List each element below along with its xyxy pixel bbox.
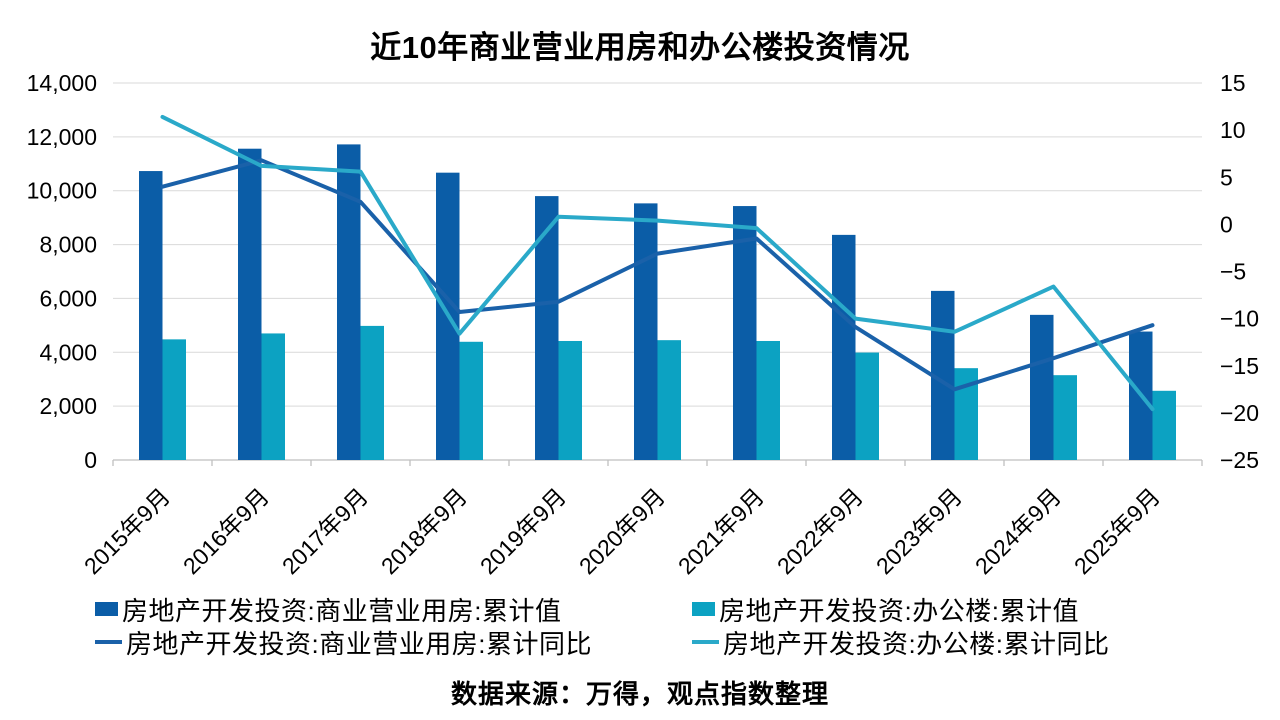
left-axis-tick-label: 2,000 <box>39 393 97 419</box>
x-axis-category-label: 2021年9月 <box>673 483 769 579</box>
right-axis-tick-label: 0 <box>1220 211 1233 237</box>
left-axis-tick-label: 6,000 <box>39 285 97 311</box>
bar-swatch-commercial <box>95 602 118 616</box>
bar-office <box>1152 390 1176 460</box>
right-axis-tick-label: 15 <box>1220 70 1246 96</box>
bar-office <box>459 341 483 460</box>
right-axis-tick-label: −15 <box>1220 353 1259 379</box>
x-axis-category-label: 2015年9月 <box>79 483 175 579</box>
bar-commercial <box>832 234 856 460</box>
x-axis-category-label: 2023年9月 <box>871 483 967 579</box>
left-axis-tick-label: 10,000 <box>27 178 97 204</box>
left-axis-tick-label: 12,000 <box>27 124 97 150</box>
x-axis-category-label: 2020年9月 <box>574 483 670 579</box>
right-axis-tick-label: −5 <box>1220 259 1246 285</box>
legend-item-office-value: 房地产开发投资:办公楼:累计值 <box>692 594 1079 626</box>
left-axis-tick-label: 14,000 <box>27 70 97 96</box>
x-axis-category-label: 2025年9月 <box>1069 483 1165 579</box>
x-axis-category-label: 2018年9月 <box>376 483 472 579</box>
bar-swatch-office <box>692 602 715 616</box>
x-axis-category-label: 2024年9月 <box>970 483 1066 579</box>
legend-label: 房地产开发投资:商业营业用房:累计值 <box>122 595 562 626</box>
bar-office <box>162 339 186 460</box>
x-axis-category-label: 2016年9月 <box>178 483 274 579</box>
bar-commercial <box>1030 314 1054 460</box>
bar-office <box>855 352 879 460</box>
left-axis-tick-label: 8,000 <box>39 232 97 258</box>
bar-commercial <box>238 148 262 460</box>
legend-label: 房地产开发投资:办公楼:累计值 <box>719 595 1079 626</box>
legend-item-office-yoy: 房地产开发投资:办公楼:累计同比 <box>692 627 1109 659</box>
bar-office <box>756 340 780 460</box>
line-commercial-yoy <box>160 158 1155 392</box>
left-axis-tick-label: 0 <box>84 447 97 473</box>
bar-commercial <box>337 144 361 460</box>
line-office-yoy <box>160 114 1155 412</box>
bar-commercial <box>535 196 559 460</box>
bar-office <box>558 340 582 460</box>
left-axis-tick-label: 4,000 <box>39 339 97 365</box>
bar-office <box>360 325 384 460</box>
plot-area: 14,000 12,000 10,000 8,000 6,000 4,000 2,000 0 1… <box>27 70 1259 579</box>
legend-item-commercial-value: 房地产开发投资:商业营业用房:累计值 <box>95 594 561 626</box>
x-axis-category-label: 2017年9月 <box>277 483 373 579</box>
bar-office <box>954 368 978 460</box>
bar-commercial <box>733 206 757 460</box>
right-axis-tick-label: −25 <box>1220 447 1259 473</box>
bar-commercial <box>139 171 163 460</box>
x-axis-category-label: 2019年9月 <box>475 483 571 579</box>
right-axis-tick-label: 5 <box>1220 164 1233 190</box>
right-axis-tick-label: −10 <box>1220 306 1259 332</box>
bar-office <box>261 333 285 460</box>
line-swatch-office <box>692 640 719 644</box>
legend-item-commercial-yoy: 房地产开发投资:商业营业用房:累计同比 <box>95 627 592 659</box>
bar-commercial <box>634 203 658 460</box>
right-axis-tick-label: −20 <box>1220 400 1259 426</box>
x-axis-category-label: 2022年9月 <box>772 483 868 579</box>
legend-label: 房地产开发投资:商业营业用房:累计同比 <box>126 628 592 659</box>
chart-title: 近10年商业营业用房和办公楼投资情况 <box>370 30 910 65</box>
right-axis-tick-label: 10 <box>1220 117 1246 143</box>
legend-label: 房地产开发投资:办公楼:累计同比 <box>723 628 1110 659</box>
source-note: 数据来源：万得，观点指数整理 <box>450 679 829 709</box>
line-swatch-commercial <box>95 640 122 644</box>
bar-commercial <box>931 290 955 460</box>
bar-office <box>1053 375 1077 460</box>
bar-office <box>657 340 681 460</box>
